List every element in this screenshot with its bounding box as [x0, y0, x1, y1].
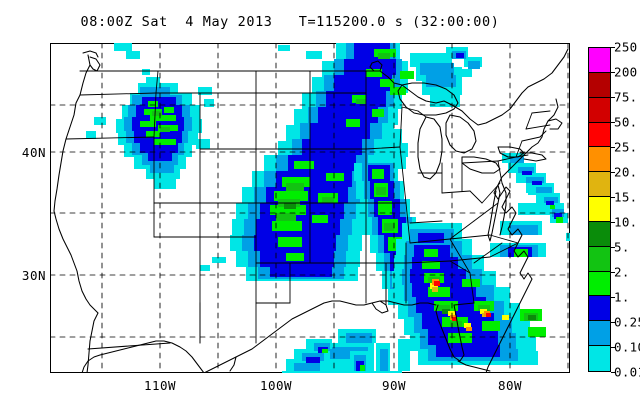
lake-huron: [445, 114, 477, 154]
lake-michigan: [417, 116, 443, 180]
colorbar-band-75p: [589, 97, 610, 123]
lon-tick-label-90w: 90W: [381, 378, 407, 393]
colorbar-band-1p: [589, 296, 610, 322]
colorbar-band-50p: [589, 122, 610, 148]
lat-tick-label-30n: 30N: [21, 268, 46, 283]
colorbar-tick-mark: [611, 72, 615, 74]
coastline-long-island: [519, 152, 547, 162]
colorbar-tick-mark: [611, 172, 615, 174]
colorbar-tick-mark: [611, 197, 615, 199]
colorbar-tick-label-15p: 15.: [614, 189, 638, 205]
coastline-pacific: [53, 54, 99, 314]
coastline-florida: [435, 304, 465, 362]
colorbar-tick-mark: [611, 272, 615, 274]
coastline-olympic: [82, 50, 99, 58]
colorbar-tick-label-1p: 1.: [614, 289, 630, 305]
colorbar-band-200p: [589, 72, 610, 98]
colorbar-band-25p: [589, 147, 610, 173]
coastline-gulf: [203, 300, 437, 373]
colorbar-tick-mark: [611, 372, 615, 374]
colorbar-band-0p25: [589, 321, 610, 347]
colorbar-tick-label-10p: 10.: [614, 214, 638, 230]
border-canada-lakes: [379, 48, 569, 126]
lake-of-the-woods: [369, 60, 383, 72]
colorbar-tick-mark: [611, 122, 615, 124]
precip-region-carolina-offshore: [502, 153, 568, 223]
colorbar-tick-mark: [611, 47, 615, 49]
colorbar-band-250p: [589, 48, 610, 73]
map-panel[interactable]: [50, 43, 570, 373]
colorbar-tick-label-0p25: 0.25: [614, 314, 640, 330]
colorbar-tick-label-0p10: 0.10: [614, 339, 640, 355]
colorbar-tick-label-250p: 250.: [614, 39, 640, 55]
colorbar-band-10p: [589, 221, 610, 247]
colorbar-tick-label-2p: 2.: [614, 264, 630, 280]
precip-region-upper-midwest: [278, 43, 462, 169]
precip-region-scattered: [114, 43, 570, 271]
colorbar-band-20p: [589, 172, 610, 198]
colorbar-band-5p: [589, 246, 610, 272]
precip-region-northern-rockies: [86, 69, 214, 189]
colorbar-tick-mark: [611, 147, 615, 149]
colorbar-band-0p10: [589, 346, 610, 371]
colorbar-tick-label-200p: 200.: [614, 64, 640, 80]
figure-title: 08:00Z Sat 4 May 2013 T=115200.0 s (32:0…: [80, 14, 500, 30]
colorbar-tick-label-5p: 5.: [614, 239, 630, 255]
lat-tick-label-40n: 40N: [21, 145, 46, 160]
colorbar-tick-mark: [611, 222, 615, 224]
colorbar-tick-mark: [611, 297, 615, 299]
colorbar[interactable]: [588, 47, 611, 372]
lon-tick-label-80w: 80W: [497, 378, 523, 393]
latlon-graticule: [50, 43, 570, 373]
colorbar-tick-label-0p01: 0.01: [614, 364, 640, 380]
coastline-cape-cod: [547, 118, 563, 130]
coastline-puget-sound: [89, 56, 101, 72]
coastline-baja: [86, 312, 99, 373]
colorbar-tick-label-25p: 25.: [614, 139, 638, 155]
texas-coast: [229, 356, 237, 372]
colorbar-tick-label-50p: 50.: [614, 114, 638, 130]
colorbar-band-15p: [589, 197, 610, 222]
colorbar-tick-label-20p: 20.: [614, 164, 638, 180]
colorbar-tick-mark: [611, 347, 615, 349]
delmarva-peninsula: [499, 182, 507, 236]
florida-keys: [457, 360, 491, 372]
precip-region-mid-mississippi: [230, 155, 382, 281]
lake-erie: [461, 156, 501, 174]
coastline-atlantic: [485, 98, 559, 373]
map-canvas: [50, 43, 570, 373]
colorbar-tick-label-75p: 75.: [614, 89, 638, 105]
colorbar-tick-mark: [611, 97, 615, 99]
mississippi-delta: [371, 300, 389, 314]
border-mexico: [81, 340, 205, 373]
colorbar-tick-mark: [611, 322, 615, 324]
lake-superior: [397, 82, 459, 116]
colorbar-band-2p: [589, 271, 610, 297]
lon-tick-label-110w: 110W: [143, 378, 177, 393]
chesapeake-bay: [487, 184, 501, 242]
colorbar-tick-mark: [611, 247, 615, 249]
precip-region-gulf-showers: [282, 339, 410, 373]
lake-ontario: [497, 146, 525, 158]
map-geography: [50, 43, 570, 373]
lon-tick-label-100w: 100W: [259, 378, 293, 393]
